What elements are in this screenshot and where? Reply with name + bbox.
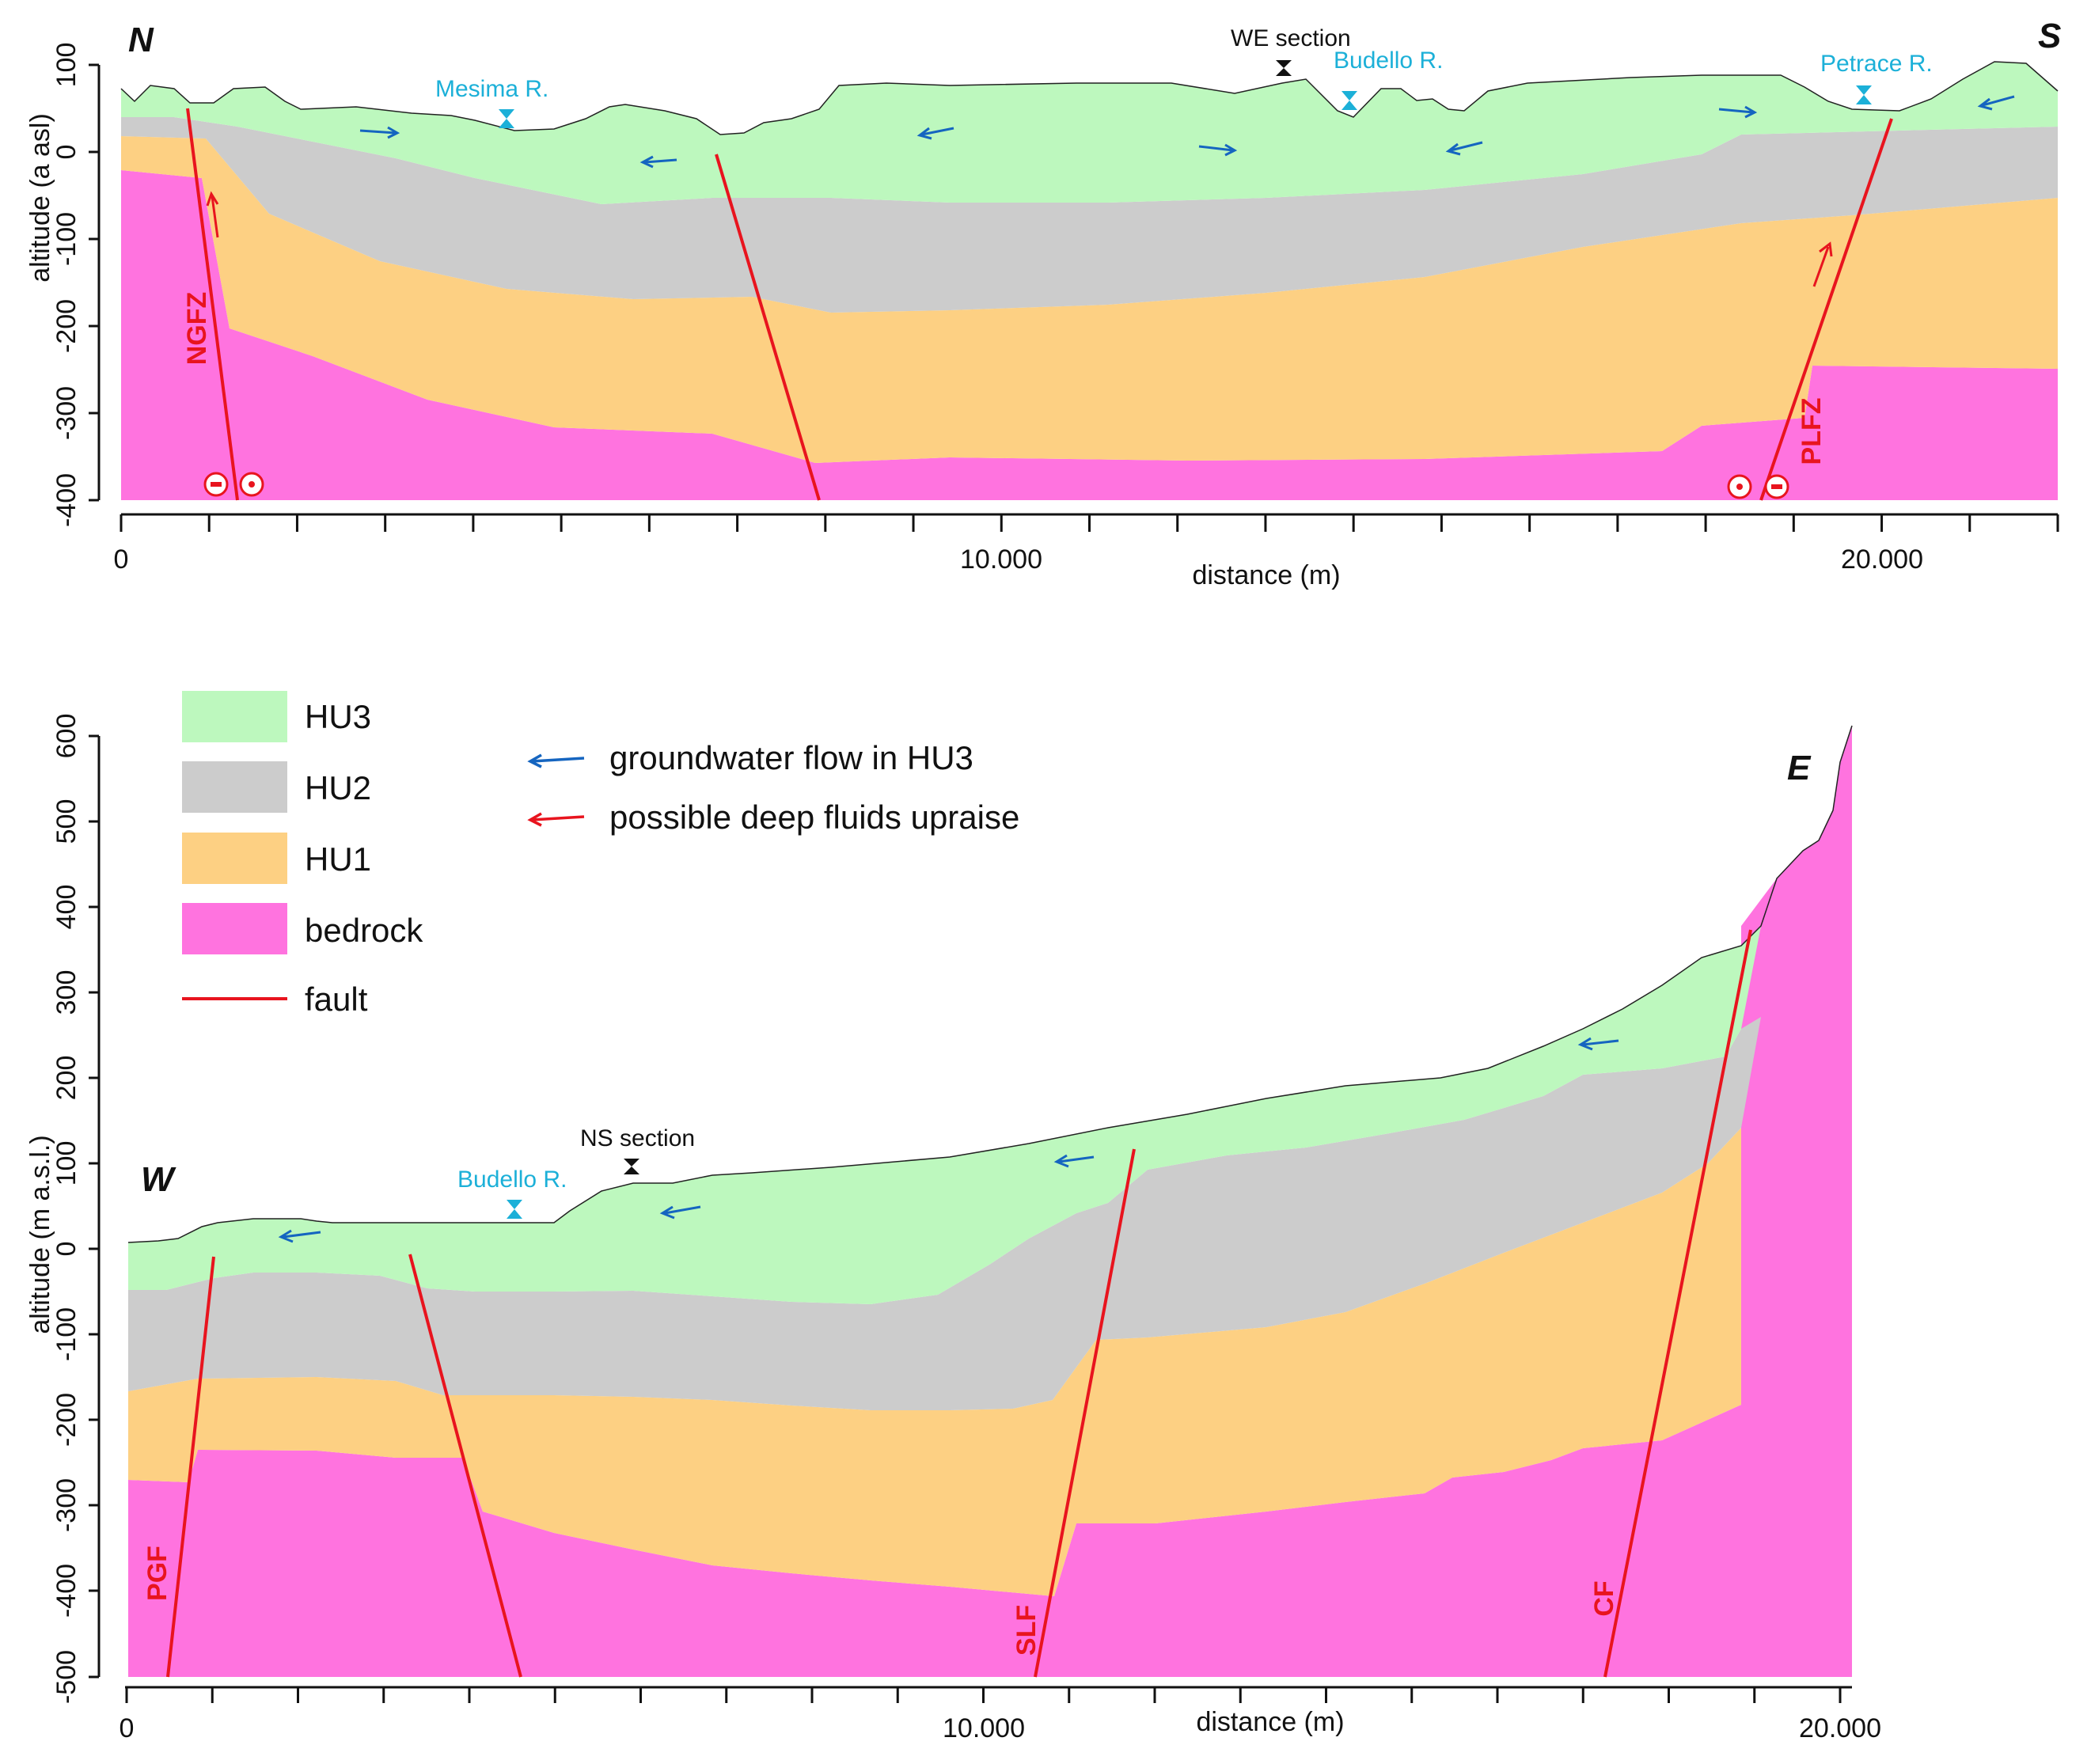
legend-groundwater-label: groundwater flow in HU3 (609, 739, 973, 776)
legend-fault-label: fault (305, 981, 368, 1018)
svg-text:200: 200 (51, 1056, 82, 1101)
svg-text:0: 0 (51, 145, 82, 160)
ns-fault-label-plfz: PLFZ (1797, 398, 1827, 465)
we-river-label-budello: Budello R. (457, 1167, 567, 1193)
we-fault-label-cf: CF (1589, 1580, 1619, 1616)
we-y-tick-labels: 600 500 400 300 200 100 0 -100 -200 -300… (51, 714, 82, 1704)
svg-text:-200: -200 (51, 299, 82, 353)
svg-text:-400: -400 (51, 1564, 82, 1618)
ns-label-north: N (128, 21, 154, 59)
legend-bedrock-swatch (182, 903, 287, 954)
svg-text:600: 600 (51, 714, 82, 759)
ns-section: Mesima R. Budello R. Petrace R. WE secti… (25, 17, 2061, 590)
svg-text:-300: -300 (51, 1478, 82, 1532)
we-river-marker-budello (507, 1200, 522, 1219)
legend-deep-fluid-arrow (527, 812, 585, 827)
we-fault-pgf (166, 1256, 215, 1678)
svg-text:-200: -200 (51, 1393, 82, 1447)
we-fault-second (408, 1254, 522, 1678)
ns-x-tick-labels: 0 10.000 20.000 (114, 544, 1923, 575)
svg-text:-100: -100 (51, 212, 82, 266)
we-y-axis (89, 734, 101, 1679)
ns-we-section-marker (1276, 60, 1292, 76)
we-section: Budello R. NS section PGF SLF CF W E (25, 714, 1881, 1743)
legend-hu1-label: HU1 (305, 840, 371, 878)
ns-we-section-label: WE section (1231, 25, 1351, 51)
svg-text:500: 500 (51, 799, 82, 844)
ns-groundwater-arrows (359, 95, 2015, 169)
we-hu3-layer (128, 926, 1761, 1304)
we-fault-label-slf: SLF (1011, 1605, 1042, 1656)
ns-hu3-layer (121, 62, 2058, 204)
we-groundwater-arrows (278, 1037, 1619, 1243)
legend-hu3-label: HU3 (305, 698, 371, 735)
svg-text:-300: -300 (51, 386, 82, 440)
ns-y-axis-title: altitude (a asl) (25, 113, 55, 283)
we-hu1-layer (128, 1128, 1741, 1596)
ns-x-axis-title: distance (m) (1192, 560, 1340, 590)
ns-deep-fluid-arrow-1 (206, 191, 219, 238)
svg-text:-400: -400 (51, 473, 82, 527)
svg-text:400: 400 (51, 885, 82, 930)
ns-y-tick-labels: 100 0 -100 -200 -300 -400 (51, 43, 82, 527)
ns-river-label-petrace: Petrace R. (1820, 51, 1933, 77)
svg-text:-500: -500 (51, 1650, 82, 1704)
ns-river-label-mesima: Mesima R. (435, 76, 548, 102)
we-label-west: W (141, 1160, 176, 1199)
ns-fault-middle (715, 154, 821, 501)
ns-topography-line (120, 61, 2059, 135)
ns-river-label-budello: Budello R. (1334, 47, 1443, 74)
we-fault-cf (1603, 929, 1752, 1678)
we-ns-section-marker (624, 1159, 639, 1174)
legend-hu1-swatch (182, 833, 287, 884)
ns-river-markers (499, 85, 1872, 128)
we-bedrock-layer (128, 726, 1852, 1677)
ns-x-ticks (120, 514, 2059, 532)
we-label-east: E (1787, 749, 1812, 787)
svg-text:-100: -100 (51, 1307, 82, 1361)
ns-bedrock-layer (121, 170, 2058, 500)
svg-text:0: 0 (120, 1713, 135, 1743)
ns-label-south: S (2038, 17, 2061, 55)
we-x-tick-labels: 0 10.000 20.000 (120, 1713, 1881, 1743)
we-fault-slf (1034, 1148, 1136, 1678)
ns-deep-fluid-arrow-2 (1812, 241, 1833, 287)
svg-text:300: 300 (51, 970, 82, 1015)
legend-hu2-swatch (182, 761, 287, 813)
legend-hu2-label: HU2 (305, 769, 371, 806)
ns-hu1-layer (121, 136, 2058, 463)
legend: HU3 HU2 HU1 bedrock fault groundwater fl… (182, 691, 1019, 1018)
ns-hu2-layer (121, 117, 2058, 313)
svg-text:10.000: 10.000 (943, 1713, 1025, 1743)
svg-text:0: 0 (51, 1242, 82, 1257)
we-y-axis-title: altitude (m a.s.l.) (25, 1135, 55, 1333)
we-ns-section-label: NS section (580, 1125, 695, 1151)
svg-text:0: 0 (114, 544, 129, 575)
ns-y-axis (89, 63, 101, 502)
legend-groundwater-arrow (527, 753, 585, 768)
svg-text:100: 100 (51, 1141, 82, 1186)
ns-fault-plfz (1759, 118, 1893, 501)
we-hu2-layer (128, 1017, 1761, 1410)
svg-text:10.000: 10.000 (960, 544, 1042, 575)
svg-text:20.000: 20.000 (1799, 1713, 1881, 1743)
svg-text:20.000: 20.000 (1841, 544, 1923, 575)
legend-hu3-swatch (182, 691, 287, 742)
we-x-axis-title: distance (m) (1196, 1707, 1344, 1737)
svg-text:100: 100 (51, 43, 82, 88)
ns-fault-ngfz (186, 108, 239, 501)
we-fault-label-pgf: PGF (142, 1546, 173, 1601)
legend-bedrock-label: bedrock (305, 912, 423, 949)
we-topography-line (127, 725, 1853, 1243)
ns-observation-symbols (203, 472, 1789, 499)
ns-fault-label-ngfz: NGFZ (182, 292, 212, 366)
legend-deep-fluid-label: possible deep fluids upraise (609, 799, 1019, 836)
we-x-ticks (125, 1687, 1842, 1703)
